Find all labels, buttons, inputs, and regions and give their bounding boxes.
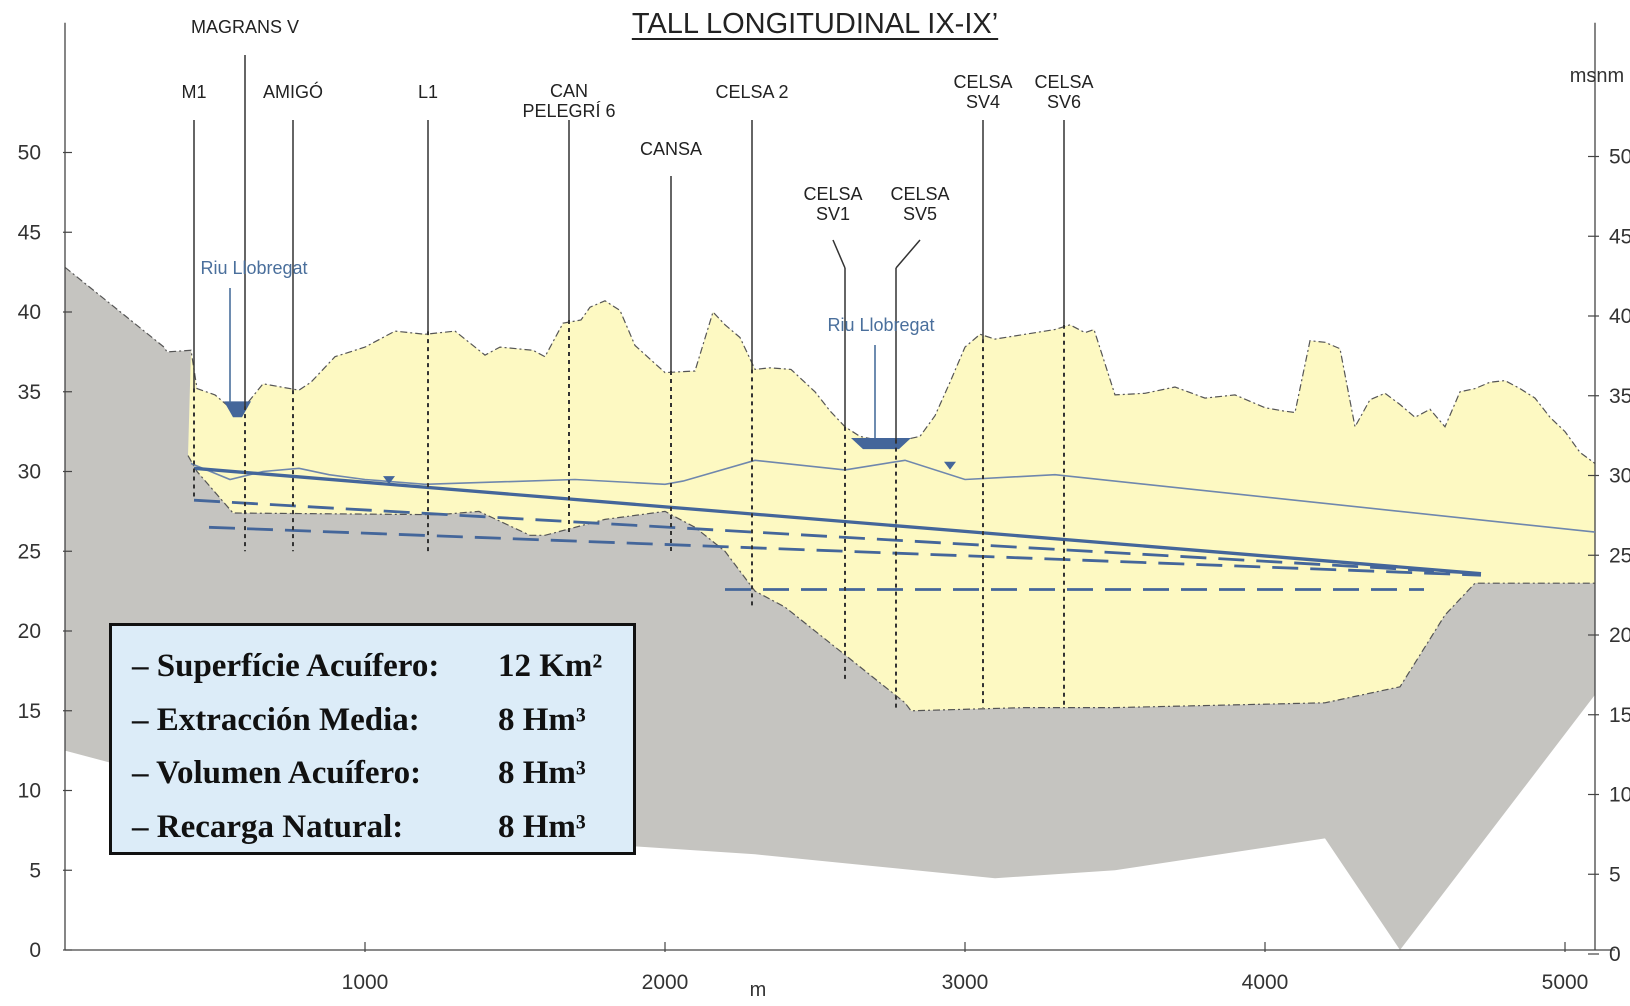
y-tick-label-left: 50 bbox=[18, 142, 41, 165]
y-tick-label-left: 40 bbox=[18, 301, 41, 324]
y-tick-label-right: 40 bbox=[1609, 305, 1630, 328]
well-label: MAGRANS V bbox=[191, 17, 299, 37]
info-label: – Volumen Acuífero: bbox=[132, 755, 422, 791]
info-label: – Superfície Acuífero: bbox=[132, 648, 440, 684]
info-row-surface: – Superfície Acuífero: 12 Km² bbox=[132, 640, 633, 694]
y-tick-label-right: 50 bbox=[1609, 146, 1630, 169]
info-row-extraction: – Extracción Media: 8 Hm³ bbox=[132, 694, 633, 748]
y-tick-label-left: 5 bbox=[29, 859, 41, 882]
aquifer-info-box: – Superfície Acuífero: 12 Km² – Extracció… bbox=[109, 623, 636, 855]
well-label: CELSA bbox=[890, 184, 949, 204]
well-label: SV4 bbox=[966, 92, 1000, 112]
well-label: M1 bbox=[181, 82, 206, 102]
y-tick-label-left: 15 bbox=[18, 700, 41, 723]
well-leader-line bbox=[895, 239, 921, 269]
y-tick-label-right: 10 bbox=[1609, 784, 1630, 807]
info-value: 8 Hm³ bbox=[498, 701, 586, 738]
river-label: Riu Llobregat bbox=[827, 315, 934, 335]
water-table-marker-icon bbox=[944, 461, 956, 470]
y-tick-label-right: 35 bbox=[1609, 385, 1630, 408]
info-value: 8 Hm³ bbox=[498, 808, 586, 845]
aquifer-area bbox=[188, 300, 1595, 711]
water-table-line bbox=[190, 459, 1596, 533]
well-label: CELSA bbox=[953, 72, 1012, 92]
well-leader-line bbox=[832, 239, 846, 269]
y-tick-label-left: 30 bbox=[18, 461, 41, 484]
well-label: SV6 bbox=[1047, 92, 1081, 112]
river-label: Riu Llobregat bbox=[200, 258, 307, 278]
x-tick-label: 4000 bbox=[1242, 971, 1289, 994]
well-label: SV5 bbox=[903, 204, 937, 224]
y-tick-label-left: 45 bbox=[18, 221, 41, 244]
well-label: SV1 bbox=[816, 204, 850, 224]
y-tick-label-right: 15 bbox=[1609, 704, 1630, 727]
y-tick-label-left: 10 bbox=[18, 780, 41, 803]
well-label: AMIGÓ bbox=[263, 81, 323, 102]
well-label: CELSA bbox=[1034, 72, 1093, 92]
y-tick-label-left: 25 bbox=[18, 540, 41, 563]
x-tick-label: 3000 bbox=[942, 971, 989, 994]
info-value: 12 Km² bbox=[498, 648, 603, 684]
info-row-volume: – Volumen Acuífero: 8 Hm³ bbox=[132, 747, 633, 801]
y-tick-label-right: 45 bbox=[1609, 225, 1630, 248]
x-axis-unit: m bbox=[750, 979, 767, 1001]
level-2-dashed-line bbox=[208, 525, 1482, 577]
y-tick-label-left: 35 bbox=[18, 381, 41, 404]
well-label: CANSA bbox=[640, 139, 702, 159]
y-tick-label-left: 20 bbox=[18, 620, 41, 643]
y-tick-label-right: 5 bbox=[1609, 863, 1621, 886]
y-tick-label-left: 0 bbox=[29, 939, 41, 962]
piezometric-line bbox=[193, 466, 1482, 576]
x-tick-label: 1000 bbox=[342, 971, 389, 994]
water-table-marker-icon bbox=[383, 476, 395, 485]
level-1-dashed-line bbox=[193, 498, 1482, 575]
info-row-recharge: – Recarga Natural: 8 Hm³ bbox=[132, 801, 633, 855]
y-tick-label-right: 25 bbox=[1609, 544, 1630, 567]
well-label: CELSA bbox=[803, 184, 862, 204]
well-label: PELEGRÍ 6 bbox=[522, 101, 615, 121]
y-tick-label-right: 30 bbox=[1609, 465, 1630, 488]
info-value: 8 Hm³ bbox=[498, 755, 586, 791]
section-title: TALL LONGITUDINAL IX-IX’ bbox=[631, 8, 999, 40]
y-axis-unit: msnm bbox=[1570, 65, 1624, 87]
info-label: – Recarga Natural: bbox=[132, 808, 404, 845]
well-label: CELSA 2 bbox=[715, 82, 788, 102]
x-tick-label: 5000 bbox=[1542, 971, 1589, 994]
y-tick-label-right: 20 bbox=[1609, 624, 1630, 647]
well-label: L1 bbox=[418, 82, 438, 102]
info-label: – Extracción Media: bbox=[132, 701, 420, 738]
y-tick-label-right: 0 bbox=[1609, 943, 1621, 966]
well-label: CAN bbox=[550, 81, 588, 101]
x-tick-label: 2000 bbox=[642, 971, 689, 994]
